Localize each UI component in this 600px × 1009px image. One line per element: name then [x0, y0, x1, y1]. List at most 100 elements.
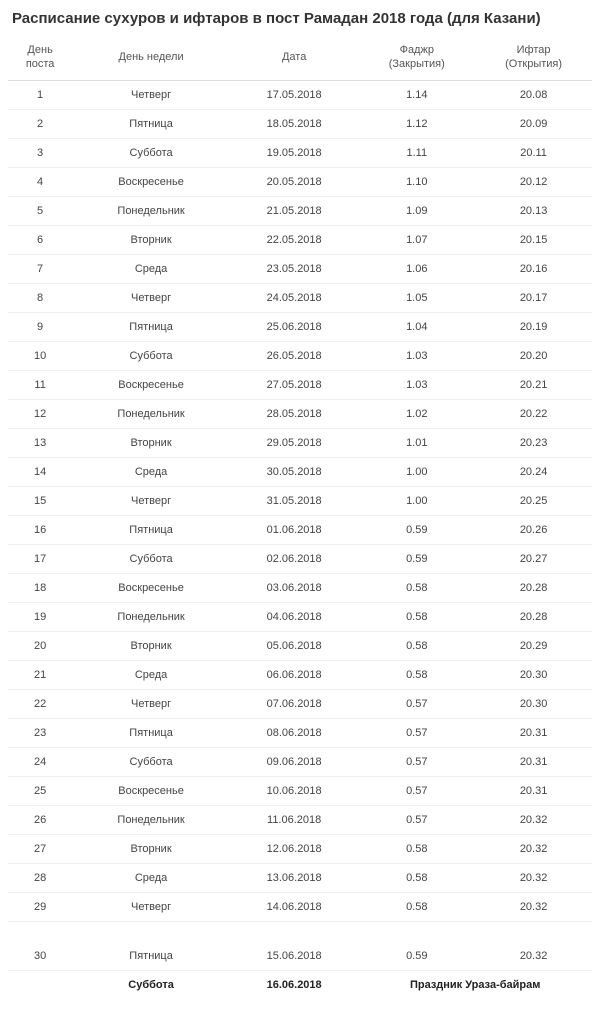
cell-date: 05.06.2018	[230, 631, 358, 660]
cell-iftar: 20.30	[475, 689, 592, 718]
cell-fajr: 1.00	[358, 457, 475, 486]
cell-fajr: 0.58	[358, 892, 475, 921]
cell-date: 13.06.2018	[230, 863, 358, 892]
cell-weekday: Среда	[72, 457, 230, 486]
cell-iftar: 20.12	[475, 167, 592, 196]
table-row: 3Суббота19.05.20181.1120.11	[8, 138, 592, 167]
cell-iftar: 20.11	[475, 138, 592, 167]
cell-weekday: Воскресенье	[72, 776, 230, 805]
cell-weekday: Пятница	[72, 312, 230, 341]
cell-date: 12.06.2018	[230, 834, 358, 863]
cell-fajr: 1.10	[358, 167, 475, 196]
cell-day: 23	[8, 718, 72, 747]
cell-iftar: 20.25	[475, 486, 592, 515]
table-row: 29Четверг14.06.20180.5820.32	[8, 892, 592, 921]
cell-day: 26	[8, 805, 72, 834]
cell-fajr: 0.59	[358, 544, 475, 573]
cell-date: 21.05.2018	[230, 196, 358, 225]
cell-weekday: Воскресенье	[72, 370, 230, 399]
cell-iftar: 20.08	[475, 80, 592, 109]
cell-weekday: Понедельник	[72, 196, 230, 225]
cell-fajr: 1.12	[358, 109, 475, 138]
cell-iftar: 20.16	[475, 254, 592, 283]
cell-weekday: Суббота	[72, 544, 230, 573]
cell-iftar: 20.32	[475, 805, 592, 834]
cell-day: 12	[8, 399, 72, 428]
cell-iftar: 20.31	[475, 776, 592, 805]
cell-day: 4	[8, 167, 72, 196]
cell-weekday: Четверг	[72, 283, 230, 312]
cell-weekday: Воскресенье	[72, 573, 230, 602]
cell-date: 07.06.2018	[230, 689, 358, 718]
table-row: 16Пятница01.06.20180.5920.26	[8, 515, 592, 544]
cell-day: 9	[8, 312, 72, 341]
holiday-row: Суббота16.06.2018Праздник Ураза-байрам	[8, 970, 592, 999]
cell-weekday: Суббота	[72, 341, 230, 370]
cell-day: 14	[8, 457, 72, 486]
cell-date: 16.06.2018	[230, 970, 358, 999]
cell-day: 21	[8, 660, 72, 689]
table-row: 14Среда30.05.20181.0020.24	[8, 457, 592, 486]
cell-fajr: 0.58	[358, 573, 475, 602]
cell-day: 17	[8, 544, 72, 573]
cell-day: 25	[8, 776, 72, 805]
cell-weekday: Суббота	[72, 747, 230, 776]
cell-date: 10.06.2018	[230, 776, 358, 805]
cell-fajr: 0.57	[358, 805, 475, 834]
cell-date: 26.05.2018	[230, 341, 358, 370]
cell-date: 03.06.2018	[230, 573, 358, 602]
cell-fajr: 1.03	[358, 341, 475, 370]
cell-weekday: Суббота	[72, 970, 230, 999]
cell-fajr: 0.58	[358, 834, 475, 863]
table-row: 1Четверг17.05.20181.1420.08	[8, 80, 592, 109]
cell-day: 6	[8, 225, 72, 254]
cell-fajr: 0.58	[358, 660, 475, 689]
table-row: 22Четверг07.06.20180.5720.30	[8, 689, 592, 718]
cell-weekday: Четверг	[72, 689, 230, 718]
cell-fajr: 0.57	[358, 689, 475, 718]
cell-fajr: 0.58	[358, 863, 475, 892]
cell-day: 19	[8, 602, 72, 631]
table-row: 19Понедельник04.06.20180.5820.28	[8, 602, 592, 631]
table-row: 25Воскресенье10.06.20180.5720.31	[8, 776, 592, 805]
cell-fajr: 0.59	[358, 515, 475, 544]
cell-weekday: Вторник	[72, 631, 230, 660]
cell-iftar: 20.31	[475, 718, 592, 747]
cell-iftar: 20.30	[475, 660, 592, 689]
cell-day: 29	[8, 892, 72, 921]
cell-date: 14.06.2018	[230, 892, 358, 921]
col-header-weekday: День недели	[72, 35, 230, 80]
cell-date: 20.05.2018	[230, 167, 358, 196]
cell-date: 31.05.2018	[230, 486, 358, 515]
cell-date: 27.05.2018	[230, 370, 358, 399]
cell-day: 27	[8, 834, 72, 863]
table-row: 21Среда06.06.20180.5820.30	[8, 660, 592, 689]
cell-weekday: Понедельник	[72, 399, 230, 428]
cell-fajr: 1.09	[358, 196, 475, 225]
cell-day: 20	[8, 631, 72, 660]
table-row: 28Среда13.06.20180.5820.32	[8, 863, 592, 892]
table-row: 13Вторник29.05.20181.0120.23	[8, 428, 592, 457]
cell-fajr: 1.14	[358, 80, 475, 109]
cell-date: 23.05.2018	[230, 254, 358, 283]
cell-fajr: 0.58	[358, 631, 475, 660]
table-row: 15Четверг31.05.20181.0020.25	[8, 486, 592, 515]
page-title: Расписание сухуров и ифтаров в пост Рама…	[8, 10, 592, 27]
holiday-label: Праздник Ураза-байрам	[358, 970, 592, 999]
cell-fajr: 1.05	[358, 283, 475, 312]
cell-iftar: 20.28	[475, 573, 592, 602]
cell-weekday: Вторник	[72, 428, 230, 457]
cell-day: 24	[8, 747, 72, 776]
cell-fajr: 1.11	[358, 138, 475, 167]
cell-weekday: Среда	[72, 660, 230, 689]
cell-weekday: Вторник	[72, 834, 230, 863]
cell-day: 10	[8, 341, 72, 370]
cell-day: 7	[8, 254, 72, 283]
cell-day: 11	[8, 370, 72, 399]
cell-weekday: Пятница	[72, 718, 230, 747]
table-row: 5Понедельник21.05.20181.0920.13	[8, 196, 592, 225]
cell-fajr: 0.57	[358, 718, 475, 747]
table-row: 23Пятница08.06.20180.5720.31	[8, 718, 592, 747]
cell-fajr: 0.58	[358, 602, 475, 631]
table-row: 7Среда23.05.20181.0620.16	[8, 254, 592, 283]
